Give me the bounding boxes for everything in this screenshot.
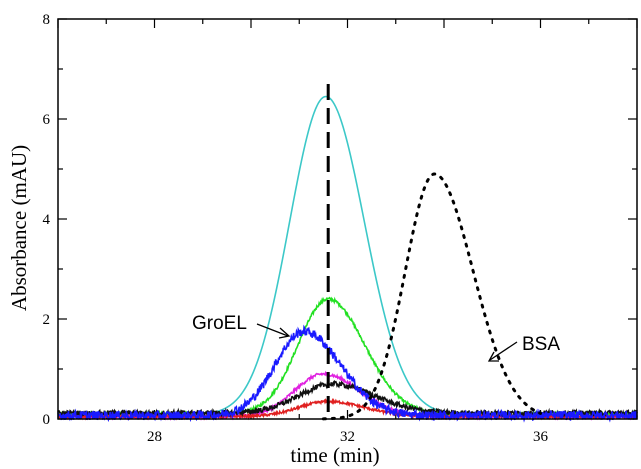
bsa-arrow-head xyxy=(487,351,499,362)
bsa-annotation-label: BSA xyxy=(522,334,560,355)
bsa-annotation-arrow xyxy=(489,341,518,361)
x-tick-label: 36 xyxy=(533,429,549,445)
y-tick-label: 0 xyxy=(43,412,51,428)
plot-frame xyxy=(57,18,638,420)
series-line-1 xyxy=(57,296,638,419)
y-tick-label: 8 xyxy=(43,12,51,28)
x-tick-label: 32 xyxy=(340,429,355,445)
axis-ticks xyxy=(57,18,638,420)
y-tick-label: 2 xyxy=(43,312,51,328)
series-lines xyxy=(57,95,638,423)
groel-annotation-label: GroEL xyxy=(192,313,247,334)
groel-annotation-arrow xyxy=(256,323,289,337)
y-tick-label: 6 xyxy=(43,112,51,128)
series-line-6 xyxy=(321,172,542,421)
x-axis-title: time (min) xyxy=(290,443,379,467)
series-line-0 xyxy=(58,95,637,416)
y-tick-label: 4 xyxy=(43,212,51,228)
groel-arrow-head xyxy=(278,327,291,339)
tick-labels: 28 32 36 0 2 4 6 8 xyxy=(43,12,549,445)
x-tick-label: 28 xyxy=(147,429,162,445)
y-axis-title: Absorbance (mAU) xyxy=(7,145,31,311)
